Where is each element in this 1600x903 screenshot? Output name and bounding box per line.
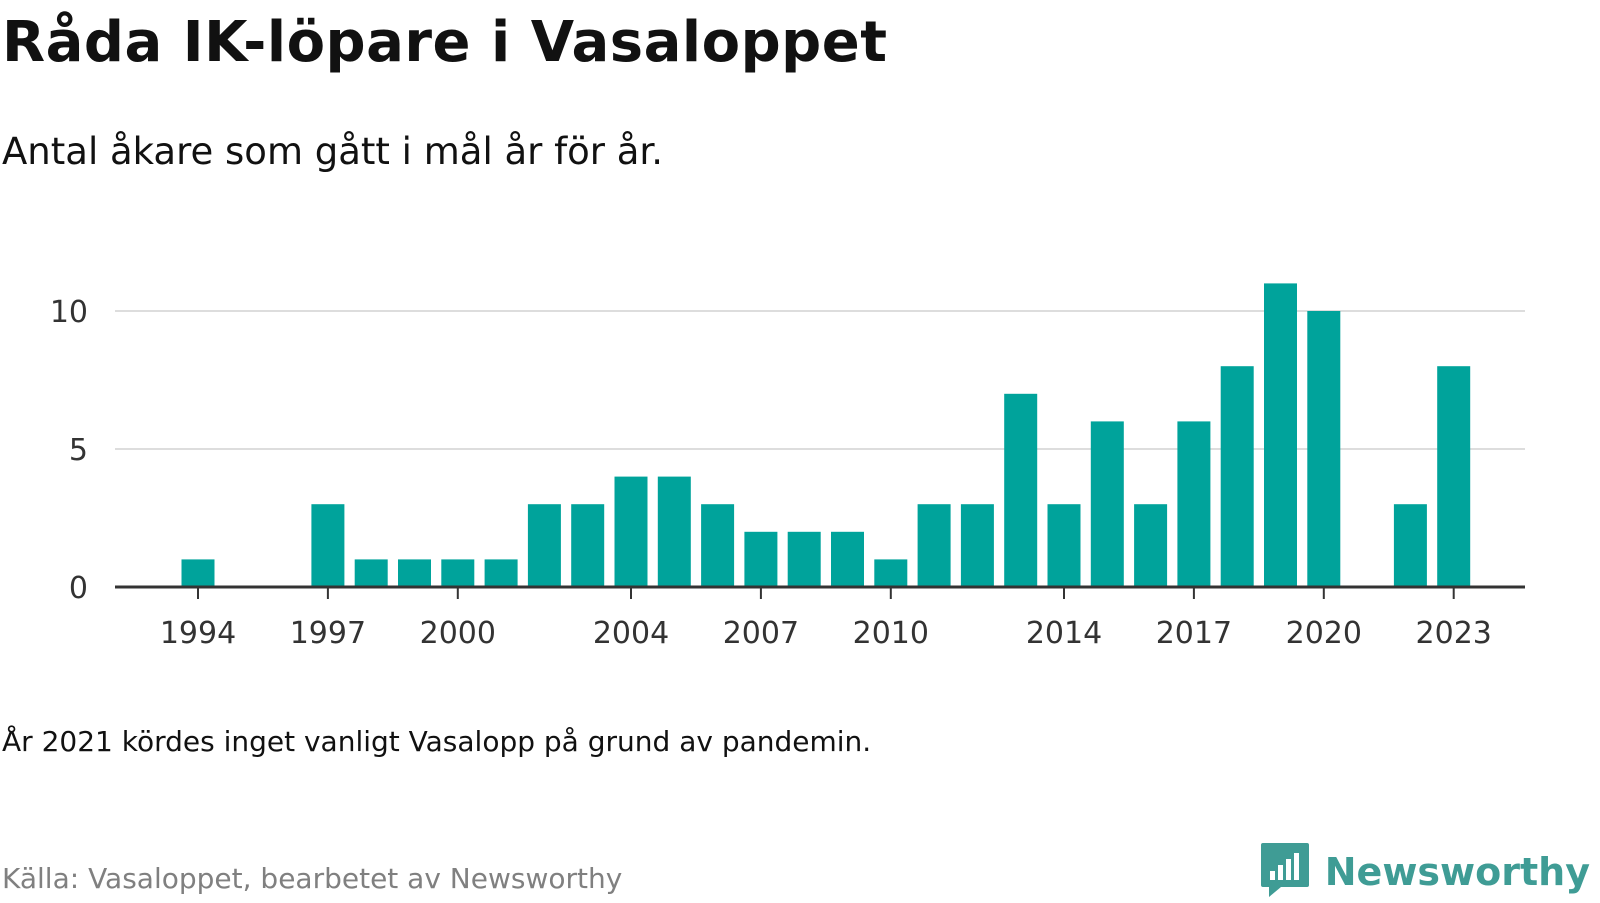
bar-2014 xyxy=(1047,504,1081,587)
bar-2011 xyxy=(917,504,951,587)
bar-1994 xyxy=(181,559,215,587)
bar-2013 xyxy=(1004,393,1038,587)
chart-subtitle: Antal åkare som gått i mål år för år. xyxy=(2,130,664,173)
x-tick-label: 2020 xyxy=(1286,616,1362,651)
bar-2004 xyxy=(614,476,648,587)
bar-2012 xyxy=(960,504,994,587)
bar-1997 xyxy=(311,504,345,587)
bar-2009 xyxy=(831,531,864,587)
bar-2000 xyxy=(441,559,475,587)
bar-chart: 0 5 10 1994 1997 2000 2004 2007 2010 2014 2017 202… xyxy=(50,283,1525,651)
bar-2010 xyxy=(874,559,908,587)
x-tick-label: 2004 xyxy=(593,616,669,651)
bar-1998 xyxy=(354,559,388,587)
x-tick-label: 2023 xyxy=(1416,616,1492,651)
bar-1999 xyxy=(398,559,431,587)
bar-2017 xyxy=(1177,421,1211,587)
bar-2003 xyxy=(571,504,605,587)
y-tick-label: 0 xyxy=(69,571,88,606)
x-tick-label: 2007 xyxy=(723,616,799,651)
bars xyxy=(181,283,1471,587)
bar-2020 xyxy=(1307,311,1341,587)
x-tick-label: 2000 xyxy=(420,616,496,651)
bar-2002 xyxy=(527,504,561,587)
bar-2006 xyxy=(701,504,735,587)
bar-2022 xyxy=(1393,504,1427,587)
x-tick-label: 2014 xyxy=(1026,616,1102,651)
y-axis-ticks: 0 5 10 xyxy=(50,295,88,606)
x-tick-label: 2010 xyxy=(853,616,929,651)
x-tick-label: 1994 xyxy=(160,616,236,651)
x-axis-ticks: 1994 1997 2000 2004 2007 2010 2014 2017 2020 2023 xyxy=(160,587,1492,651)
bar-2018 xyxy=(1220,366,1254,587)
bar-2023 xyxy=(1437,366,1471,587)
bar-2007 xyxy=(744,531,778,587)
bar-chart-speech-bubble-icon xyxy=(1259,841,1311,903)
bar-2005 xyxy=(657,476,691,587)
bar-2001 xyxy=(484,559,518,587)
newsworthy-logo[interactable]: Newsworthy xyxy=(1259,842,1590,902)
bar-2015 xyxy=(1090,421,1124,587)
brand-name: Newsworthy xyxy=(1324,850,1590,894)
bar-2008 xyxy=(787,531,821,587)
chart-title: Råda IK-löpare i Vasaloppet xyxy=(2,10,888,75)
y-tick-label: 10 xyxy=(50,295,88,330)
x-tick-label: 2017 xyxy=(1156,616,1232,651)
chart-note: År 2021 kördes inget vanligt Vasalopp på… xyxy=(2,725,872,758)
x-tick-label: 1997 xyxy=(290,616,366,651)
source-text: Källa: Vasaloppet, bearbetet av Newswort… xyxy=(2,862,623,895)
bar-2019 xyxy=(1264,283,1297,587)
y-tick-label: 5 xyxy=(69,433,88,468)
bar-2016 xyxy=(1134,504,1168,587)
